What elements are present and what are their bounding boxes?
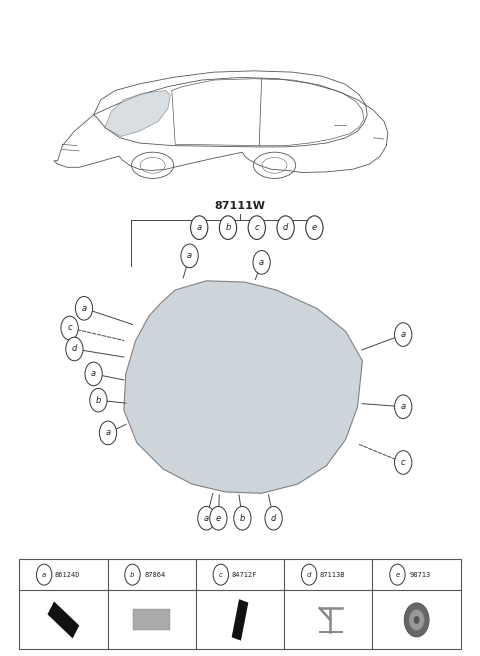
Text: 87864: 87864 xyxy=(145,571,166,578)
Circle shape xyxy=(125,564,140,585)
Circle shape xyxy=(395,323,412,346)
Text: 86124D: 86124D xyxy=(54,571,80,578)
Circle shape xyxy=(99,421,117,445)
Text: d: d xyxy=(271,514,276,523)
Text: d: d xyxy=(307,571,312,578)
Circle shape xyxy=(234,506,251,530)
Circle shape xyxy=(409,609,424,630)
FancyBboxPatch shape xyxy=(133,609,170,630)
Circle shape xyxy=(213,564,228,585)
Text: 87111W: 87111W xyxy=(215,201,265,211)
Circle shape xyxy=(253,251,270,274)
Circle shape xyxy=(90,388,107,412)
Text: e: e xyxy=(312,223,317,232)
Text: a: a xyxy=(91,369,96,379)
Text: b: b xyxy=(96,396,101,405)
Polygon shape xyxy=(105,91,170,136)
Text: a: a xyxy=(197,223,202,232)
Circle shape xyxy=(191,216,208,239)
Text: b: b xyxy=(240,514,245,523)
Circle shape xyxy=(404,603,429,637)
Circle shape xyxy=(248,216,265,239)
Text: e: e xyxy=(396,571,399,578)
Text: a: a xyxy=(401,402,406,411)
Text: b: b xyxy=(225,223,231,232)
Text: 84712F: 84712F xyxy=(231,571,257,578)
Text: d: d xyxy=(72,344,77,354)
Text: a: a xyxy=(401,330,406,339)
Text: a: a xyxy=(42,571,46,578)
Circle shape xyxy=(265,506,282,530)
Circle shape xyxy=(306,216,323,239)
Circle shape xyxy=(210,506,227,530)
Circle shape xyxy=(414,616,420,624)
Circle shape xyxy=(198,506,215,530)
Text: a: a xyxy=(204,514,209,523)
Circle shape xyxy=(85,362,102,386)
Polygon shape xyxy=(48,602,79,638)
Circle shape xyxy=(36,564,52,585)
Polygon shape xyxy=(232,599,248,641)
Text: d: d xyxy=(283,223,288,232)
Text: 87113B: 87113B xyxy=(319,571,345,578)
Circle shape xyxy=(395,451,412,474)
Circle shape xyxy=(219,216,237,239)
Text: c: c xyxy=(67,323,72,333)
Text: a: a xyxy=(106,428,110,438)
Text: a: a xyxy=(82,304,86,313)
Circle shape xyxy=(277,216,294,239)
Text: 98713: 98713 xyxy=(410,571,431,578)
Text: e: e xyxy=(216,514,221,523)
Polygon shape xyxy=(124,281,362,493)
Circle shape xyxy=(301,564,317,585)
Circle shape xyxy=(75,297,93,320)
Text: a: a xyxy=(187,251,192,260)
Circle shape xyxy=(390,564,405,585)
Text: c: c xyxy=(219,571,223,578)
Circle shape xyxy=(181,244,198,268)
Text: b: b xyxy=(130,571,135,578)
Circle shape xyxy=(66,337,83,361)
Circle shape xyxy=(395,395,412,419)
Text: c: c xyxy=(254,223,259,232)
Text: a: a xyxy=(259,258,264,267)
Circle shape xyxy=(61,316,78,340)
Text: c: c xyxy=(401,458,406,467)
